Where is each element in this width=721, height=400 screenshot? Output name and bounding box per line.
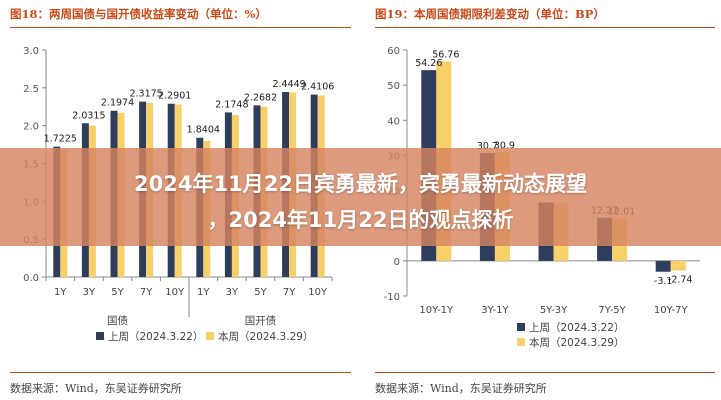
headline-line-2: ，2024年11月22日的观点探析 [207, 208, 514, 232]
right-source-rule [375, 372, 715, 373]
x-tick-label: 5Y-3Y [540, 305, 568, 316]
x-tick-label: 3Y [83, 287, 96, 298]
x-tick-label: 7Y [140, 287, 153, 298]
bar-value-label: 30.9 [494, 140, 515, 151]
legend-swatch-last-week [96, 332, 104, 340]
x-tick-label: 10Y [165, 287, 185, 298]
x-tick-label: 1Y [197, 287, 210, 298]
bar-value-label: 2.1974 [101, 98, 134, 109]
headline-banner: 2024年11月22日宾勇最新，宾勇最新动态展望 ，2024年11月22日的观点… [0, 148, 721, 246]
bar-value-label: 2.2901 [158, 91, 191, 102]
right-figure-title: 图19：本周国债期限利差变动（单位：BP） [375, 7, 605, 21]
y-tick-label: 50 [387, 81, 400, 92]
y-tick-label: 40 [387, 116, 400, 127]
y-tick-label: 2.0 [23, 122, 39, 133]
bar-value-label: 2.2682 [244, 92, 277, 103]
right-title-rule [375, 27, 715, 28]
left-source-note: 数据来源：Wind，东吴证券研究所 [10, 382, 182, 395]
x-tick-label: 10Y-7Y [654, 305, 689, 316]
x-tick-label: 7Y-5Y [598, 305, 626, 316]
y-tick-label: 0.0 [23, 273, 39, 284]
right-source-note: 数据来源：Wind，东吴证券研究所 [375, 382, 547, 395]
bar-value-label: 1.8404 [187, 125, 220, 136]
left-title-rule [10, 27, 351, 28]
x-tick-label: 5Y [111, 287, 124, 298]
bar-value-label: 2.4449 [272, 79, 305, 90]
x-tick-label: 10Y [308, 287, 328, 298]
y-tick-label: -10 [384, 292, 400, 303]
legend-label-this-week: 本周（2024.3.29） [218, 330, 313, 343]
bar-this-week [670, 260, 686, 271]
bar-value-label: 56.76 [432, 49, 459, 60]
y-tick-label: 0 [394, 257, 400, 268]
x-tick-label: 10Y-1Y [419, 305, 454, 316]
legend-swatch-this-week [517, 338, 525, 346]
group-label: 国债 [107, 314, 128, 327]
left-figure-title: 图18：两周国债与国开债收益率变动（单位：%） [10, 7, 267, 21]
x-tick-label: 1Y [54, 287, 67, 298]
y-tick-label: 3.0 [23, 46, 39, 57]
legend-label-last-week: 上周（2024.3.22） [108, 331, 203, 343]
bar-value-label: 2.1748 [215, 99, 248, 110]
bar-value-label: 2.4106 [301, 82, 334, 93]
y-tick-label: 2.5 [23, 84, 39, 95]
bar-value-label: 2.0315 [72, 110, 105, 121]
bar-value-label: -3.1 [654, 276, 673, 287]
bar-last-week [655, 260, 671, 272]
legend-label-last-week: 上周（2024.3.22） [529, 322, 624, 334]
legend-swatch-last-week [517, 323, 525, 331]
bar-value-label: -2.74 [668, 274, 693, 285]
bar-value-label: 1.7225 [44, 134, 77, 145]
bar-value-label: 2.3175 [129, 89, 162, 100]
legend-swatch-this-week [206, 332, 214, 340]
x-tick-label: 3Y-1Y [481, 305, 509, 316]
headline-line-1: 2024年11月22日宾勇最新，宾勇最新动态展望 [134, 172, 587, 196]
x-tick-label: 5Y [254, 287, 267, 298]
x-tick-label: 3Y [226, 287, 239, 298]
y-tick-label: 60 [387, 46, 400, 57]
bar-value-label: 54.26 [415, 58, 442, 69]
group-label: 国开债 [245, 314, 277, 327]
x-tick-label: 7Y [283, 287, 296, 298]
bar-value-label: 30.7 [477, 141, 498, 152]
left-source-rule [10, 372, 351, 373]
legend-label-this-week: 本周（2024.3.29） [529, 336, 624, 349]
